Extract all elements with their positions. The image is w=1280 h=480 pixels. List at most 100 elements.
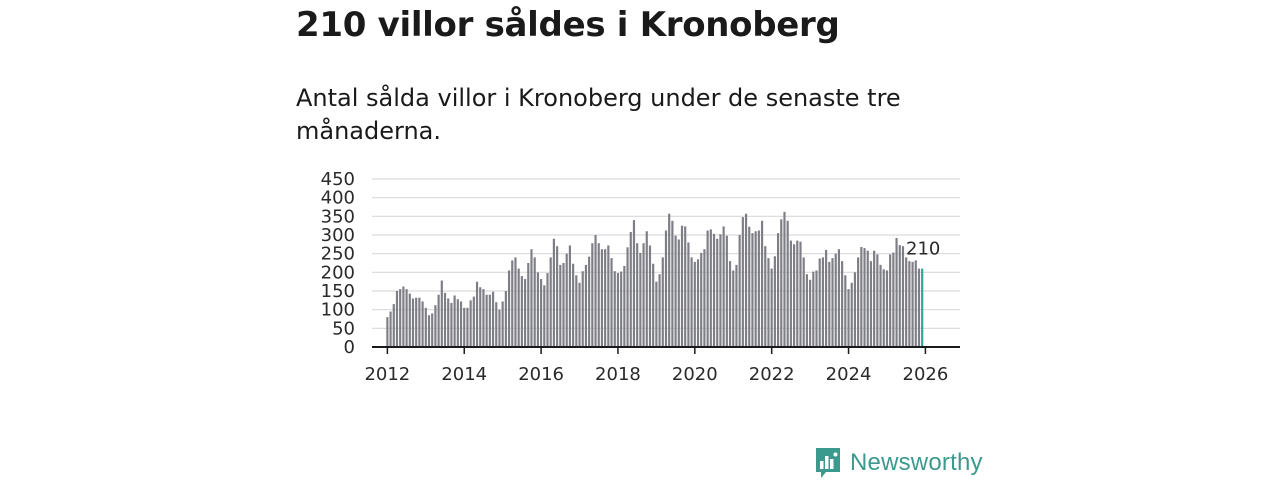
y-tick-label: 450 — [321, 169, 355, 190]
bar — [575, 275, 578, 347]
bar — [815, 270, 818, 347]
bar — [661, 257, 664, 347]
bar — [568, 245, 572, 347]
bar — [655, 281, 658, 347]
bar — [437, 294, 440, 347]
bar — [411, 298, 415, 347]
bar — [764, 246, 767, 347]
bar — [415, 297, 418, 347]
bar — [690, 257, 693, 347]
bar — [536, 272, 539, 347]
bar — [421, 301, 424, 347]
bar — [751, 233, 754, 347]
bar — [440, 280, 443, 347]
bar — [427, 315, 431, 347]
bar — [809, 279, 812, 347]
bar — [841, 261, 844, 347]
y-tick-label: 100 — [321, 300, 355, 321]
bar — [453, 295, 456, 347]
bar — [741, 217, 744, 347]
bar — [636, 243, 639, 347]
bar — [796, 240, 799, 347]
bar — [671, 220, 674, 347]
bar — [917, 268, 921, 347]
x-tick-label: 2022 — [749, 364, 795, 385]
bar — [773, 256, 776, 347]
bar — [863, 248, 866, 347]
bar — [600, 249, 604, 347]
bar — [491, 291, 495, 347]
bar — [607, 245, 610, 347]
brand-name: Newsworthy — [850, 449, 983, 476]
x-tick-label: 2026 — [903, 364, 949, 385]
x-tick-label: 2020 — [672, 364, 718, 385]
bar — [828, 261, 831, 347]
bar — [517, 268, 520, 347]
bar — [578, 282, 581, 347]
bar — [556, 246, 559, 347]
bar — [869, 261, 873, 347]
bar — [431, 313, 434, 347]
bar — [392, 304, 395, 347]
bar — [495, 302, 498, 347]
bar — [812, 271, 815, 347]
newsworthy-logo[interactable]: Newsworthy — [814, 446, 983, 480]
bar — [389, 311, 392, 347]
bar — [853, 272, 857, 347]
y-tick-label: 0 — [344, 337, 355, 358]
bar — [677, 239, 680, 347]
bar — [639, 252, 642, 347]
bar — [658, 274, 661, 347]
bar — [386, 317, 389, 347]
bar — [911, 261, 914, 347]
bar — [905, 257, 908, 347]
bar — [821, 257, 824, 347]
bar — [447, 298, 450, 347]
chart-title: 210 villor såldes i Kronoberg — [296, 5, 840, 45]
bar — [735, 264, 738, 347]
bar — [873, 250, 876, 347]
x-tick-label: 2016 — [518, 364, 564, 385]
bar — [885, 270, 889, 347]
bar — [898, 245, 901, 347]
bar — [459, 301, 463, 347]
bar — [645, 231, 648, 347]
bar — [584, 264, 588, 347]
bar — [642, 243, 645, 347]
bar — [546, 273, 549, 347]
bar — [540, 279, 543, 347]
bar — [914, 260, 917, 347]
bar — [466, 307, 469, 347]
bar — [866, 250, 869, 347]
y-tick-label: 150 — [321, 281, 355, 302]
bar — [684, 226, 687, 347]
bar — [834, 253, 837, 347]
bar — [523, 279, 527, 347]
bar — [626, 247, 629, 347]
bar — [725, 235, 728, 347]
bar — [456, 299, 459, 347]
x-axis-ticks: 2012 2014 2016 2018 2020 2022 2024 2026 — [364, 347, 948, 385]
bar — [837, 249, 841, 347]
bar — [399, 289, 402, 347]
y-tick-label: 400 — [321, 188, 355, 209]
bar — [770, 268, 773, 347]
bar — [463, 307, 466, 347]
bar — [559, 264, 562, 347]
bar — [786, 220, 789, 347]
bar — [594, 235, 597, 347]
bar — [889, 254, 892, 347]
bar — [716, 238, 719, 347]
bar — [882, 269, 885, 347]
bar — [687, 242, 690, 347]
bar — [709, 229, 712, 347]
bar — [434, 305, 437, 347]
bar — [728, 261, 732, 347]
bar — [847, 289, 850, 347]
bar — [604, 249, 607, 347]
y-tick-label: 250 — [321, 244, 355, 265]
bar — [680, 225, 684, 347]
bar — [488, 294, 491, 347]
bar — [613, 271, 616, 347]
